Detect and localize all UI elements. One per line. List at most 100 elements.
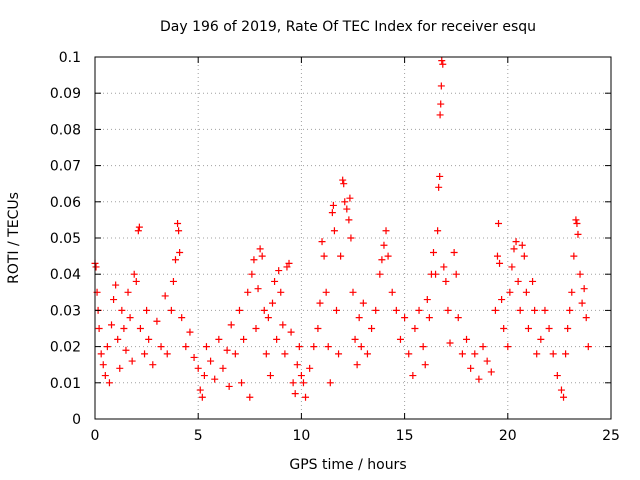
data-point: [337, 252, 345, 260]
data-point: [434, 227, 442, 235]
data-point: [522, 288, 530, 296]
data-point: [572, 216, 580, 224]
data-point: [454, 314, 462, 322]
data-point: [287, 328, 295, 336]
data-point: [103, 343, 111, 351]
data-point: [537, 335, 545, 343]
x-tick-label: 0: [91, 428, 100, 444]
data-point: [161, 292, 169, 300]
data-point: [135, 223, 143, 231]
data-point: [299, 379, 307, 387]
data-point: [415, 306, 423, 314]
data-point: [186, 328, 194, 336]
data-point: [533, 350, 541, 358]
data-point: [562, 350, 570, 358]
data-point: [452, 270, 460, 278]
data-point: [101, 372, 109, 380]
data-point: [560, 393, 568, 401]
data-point: [423, 296, 431, 304]
data-point: [324, 343, 332, 351]
data-point: [128, 357, 136, 365]
data-point: [264, 314, 272, 322]
data-point: [564, 325, 572, 332]
data-point: [442, 277, 450, 285]
data-point: [529, 277, 537, 285]
data-point: [584, 343, 592, 351]
data-point: [105, 379, 113, 387]
data-point: [262, 350, 270, 358]
data-point: [297, 372, 305, 380]
data-point: [396, 335, 404, 343]
data-point: [143, 306, 151, 314]
data-point: [244, 288, 252, 296]
data-point: [99, 361, 107, 369]
data-point: [231, 350, 239, 358]
data-point: [487, 368, 495, 376]
data-point: [467, 364, 475, 372]
x-tick-label: 25: [602, 428, 620, 444]
data-point: [576, 270, 584, 278]
data-point: [437, 82, 445, 90]
data-point: [491, 306, 499, 314]
data-point: [498, 296, 506, 304]
data-point: [516, 306, 524, 314]
data-point: [335, 350, 343, 358]
data-point: [329, 201, 337, 209]
grid-lines: [95, 57, 611, 419]
data-point: [149, 361, 157, 369]
data-point: [496, 259, 504, 267]
data-point: [227, 321, 235, 329]
data-point: [438, 57, 446, 65]
data-point: [440, 263, 448, 271]
data-point: [269, 299, 277, 307]
data-point: [582, 314, 590, 322]
data-point: [215, 335, 223, 343]
data-point: [518, 241, 526, 249]
data-point: [120, 325, 128, 332]
data-point: [318, 238, 326, 246]
data-point: [174, 220, 182, 228]
data-point: [250, 256, 258, 264]
y-tick-label: 0.01: [50, 376, 81, 392]
data-point: [359, 299, 367, 307]
x-tick-label: 20: [499, 428, 517, 444]
data-point: [378, 256, 386, 264]
data-point: [353, 361, 361, 369]
data-point: [471, 350, 479, 358]
data-point: [332, 306, 340, 314]
data-point: [116, 364, 124, 372]
data-point: [190, 353, 198, 361]
data-point: [196, 386, 204, 394]
data-point: [122, 346, 130, 354]
data-point: [273, 335, 281, 343]
data-point: [570, 252, 578, 260]
data-point: [326, 379, 334, 387]
data-point: [252, 325, 260, 332]
data-point: [574, 230, 582, 238]
data-point: [376, 270, 384, 278]
data-point: [500, 325, 508, 332]
data-point: [444, 306, 452, 314]
data-point: [512, 238, 520, 246]
data-point: [510, 245, 518, 253]
data-point: [495, 220, 503, 228]
data-point: [169, 277, 177, 285]
data-point: [343, 205, 351, 213]
data-point: [419, 343, 427, 351]
data-point: [202, 343, 210, 351]
data-point: [458, 350, 466, 358]
data-point: [194, 364, 202, 372]
data-point: [130, 270, 138, 278]
data-point: [436, 172, 444, 180]
data-point: [320, 252, 328, 260]
data-point: [97, 350, 105, 358]
chart-title: Day 196 of 2019, Rate Of TEC Index for r…: [160, 19, 536, 35]
data-point: [382, 227, 390, 235]
data-point: [134, 227, 142, 235]
data-point: [302, 393, 310, 401]
data-point: [92, 263, 100, 271]
data-point: [310, 343, 318, 351]
data-point: [235, 306, 243, 314]
y-tick-label: 0.02: [50, 340, 81, 356]
data-point: [483, 357, 491, 365]
